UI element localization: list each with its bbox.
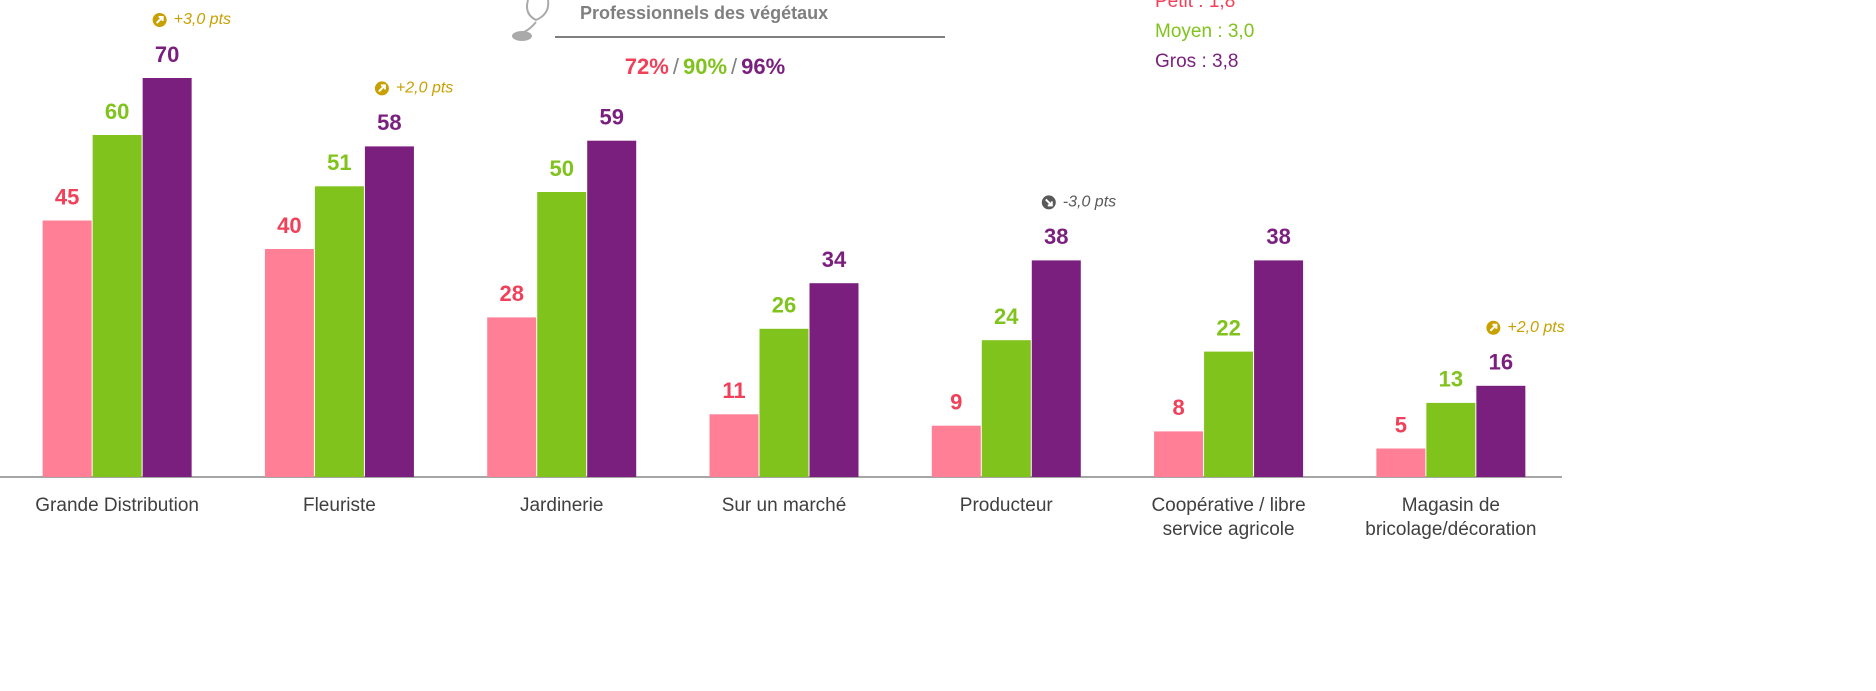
value-label: 58 [377, 110, 401, 135]
legend-entry: Gros : 3,8 [1155, 51, 1238, 72]
legend-entry: Petit : 1,8 [1155, 0, 1235, 12]
rate: 72% [625, 54, 669, 79]
bar [364, 146, 414, 477]
change-arrow [378, 84, 386, 93]
x-tick-label: Fleuriste [302, 495, 376, 516]
value-label: 70 [155, 42, 179, 67]
value-label: 5 [1395, 412, 1407, 437]
rate: 96% [741, 54, 785, 79]
chart-title: Professionnels des végétaux [580, 3, 828, 23]
value-label: 45 [55, 184, 79, 209]
change-arrow [1489, 323, 1498, 332]
bar [1376, 448, 1426, 477]
rate: 90% [683, 54, 727, 79]
bar [42, 220, 92, 477]
bar [709, 414, 759, 477]
value-label: 51 [327, 150, 351, 175]
legend-entry: Moyen : 3,0 [1155, 21, 1254, 42]
bar [264, 249, 314, 477]
bar [537, 192, 587, 477]
bar [809, 283, 859, 477]
change-arrow [1045, 198, 1053, 207]
change-arrow [155, 16, 164, 24]
rate-separator: / [731, 54, 738, 79]
bar [587, 140, 637, 477]
bar [1476, 385, 1526, 477]
value-label: 9 [950, 390, 962, 415]
value-label: 34 [822, 247, 847, 272]
value-label: 26 [772, 293, 796, 318]
header-icon [512, 0, 550, 41]
bar [981, 340, 1031, 477]
x-tick-label: Grande Distribution [35, 495, 199, 516]
change-label: +2,0 pts [1507, 319, 1564, 336]
x-tick-label: Jardinerie [519, 495, 604, 516]
bar [1204, 351, 1254, 477]
bar [1154, 431, 1204, 477]
x-tick-label: Magasin de bricolage/décoration [1365, 495, 1537, 540]
bar [314, 186, 364, 478]
value-label: 11 [722, 378, 745, 403]
value-label: 38 [1044, 224, 1068, 249]
rate-separator: / [673, 54, 680, 79]
bar [1031, 260, 1081, 477]
x-tick-label: Sur un marché [721, 495, 847, 516]
x-tick-label: Producteur [959, 495, 1053, 516]
x-tick-label: Coopérative / libre service agricole [1151, 495, 1306, 540]
value-label: 22 [1216, 315, 1240, 340]
value-label: 50 [549, 156, 573, 181]
bar [1426, 402, 1476, 477]
value-label: 60 [105, 99, 129, 124]
value-label: 40 [277, 213, 301, 238]
change-label: +3,0 pts [174, 11, 231, 28]
value-label: 13 [1439, 367, 1463, 392]
rates: 72%/90%/96% [625, 54, 785, 79]
value-label: 16 [1489, 350, 1513, 375]
bar [1254, 260, 1304, 477]
value-label: 38 [1266, 224, 1290, 249]
change-label: +2,0 pts [396, 80, 453, 97]
value-label: 24 [994, 304, 1019, 329]
bar [487, 317, 537, 477]
bar [142, 78, 192, 477]
bar [759, 328, 809, 477]
value-label: 59 [599, 105, 623, 130]
change-label: -3,0 pts [1063, 194, 1116, 211]
value-label: 28 [499, 281, 523, 306]
value-label: 8 [1172, 395, 1184, 420]
bar [931, 425, 981, 477]
bar [92, 135, 142, 477]
